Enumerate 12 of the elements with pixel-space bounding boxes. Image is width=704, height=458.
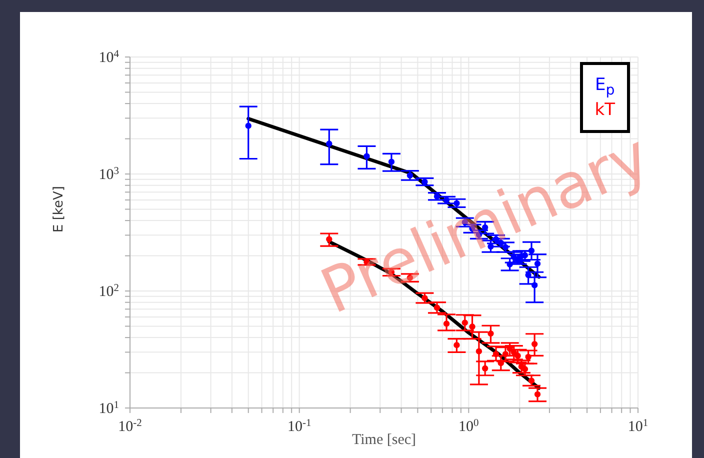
text: E$_{p}$: [594, 75, 615, 100]
x-tick-label: 10$^{-2}$: [118, 418, 142, 435]
x-tick-label: 10$^{-1}$: [287, 418, 312, 435]
y-axis-title: E [keV]: [52, 186, 67, 232]
y-tick-label: 10$^{4}$: [98, 48, 120, 66]
text: kT: [594, 100, 615, 120]
x-tick-label: 10$^{0}$: [458, 418, 479, 435]
y-tick-label: 10$^{1}$: [98, 400, 119, 417]
y-tick-label: 10$^{3}$: [98, 166, 119, 183]
x-axis-title: Time [sec]: [352, 432, 416, 448]
x-tick-label: 10$^{1}$: [628, 418, 648, 435]
y-tick-label: 10$^{2}$: [98, 282, 119, 300]
